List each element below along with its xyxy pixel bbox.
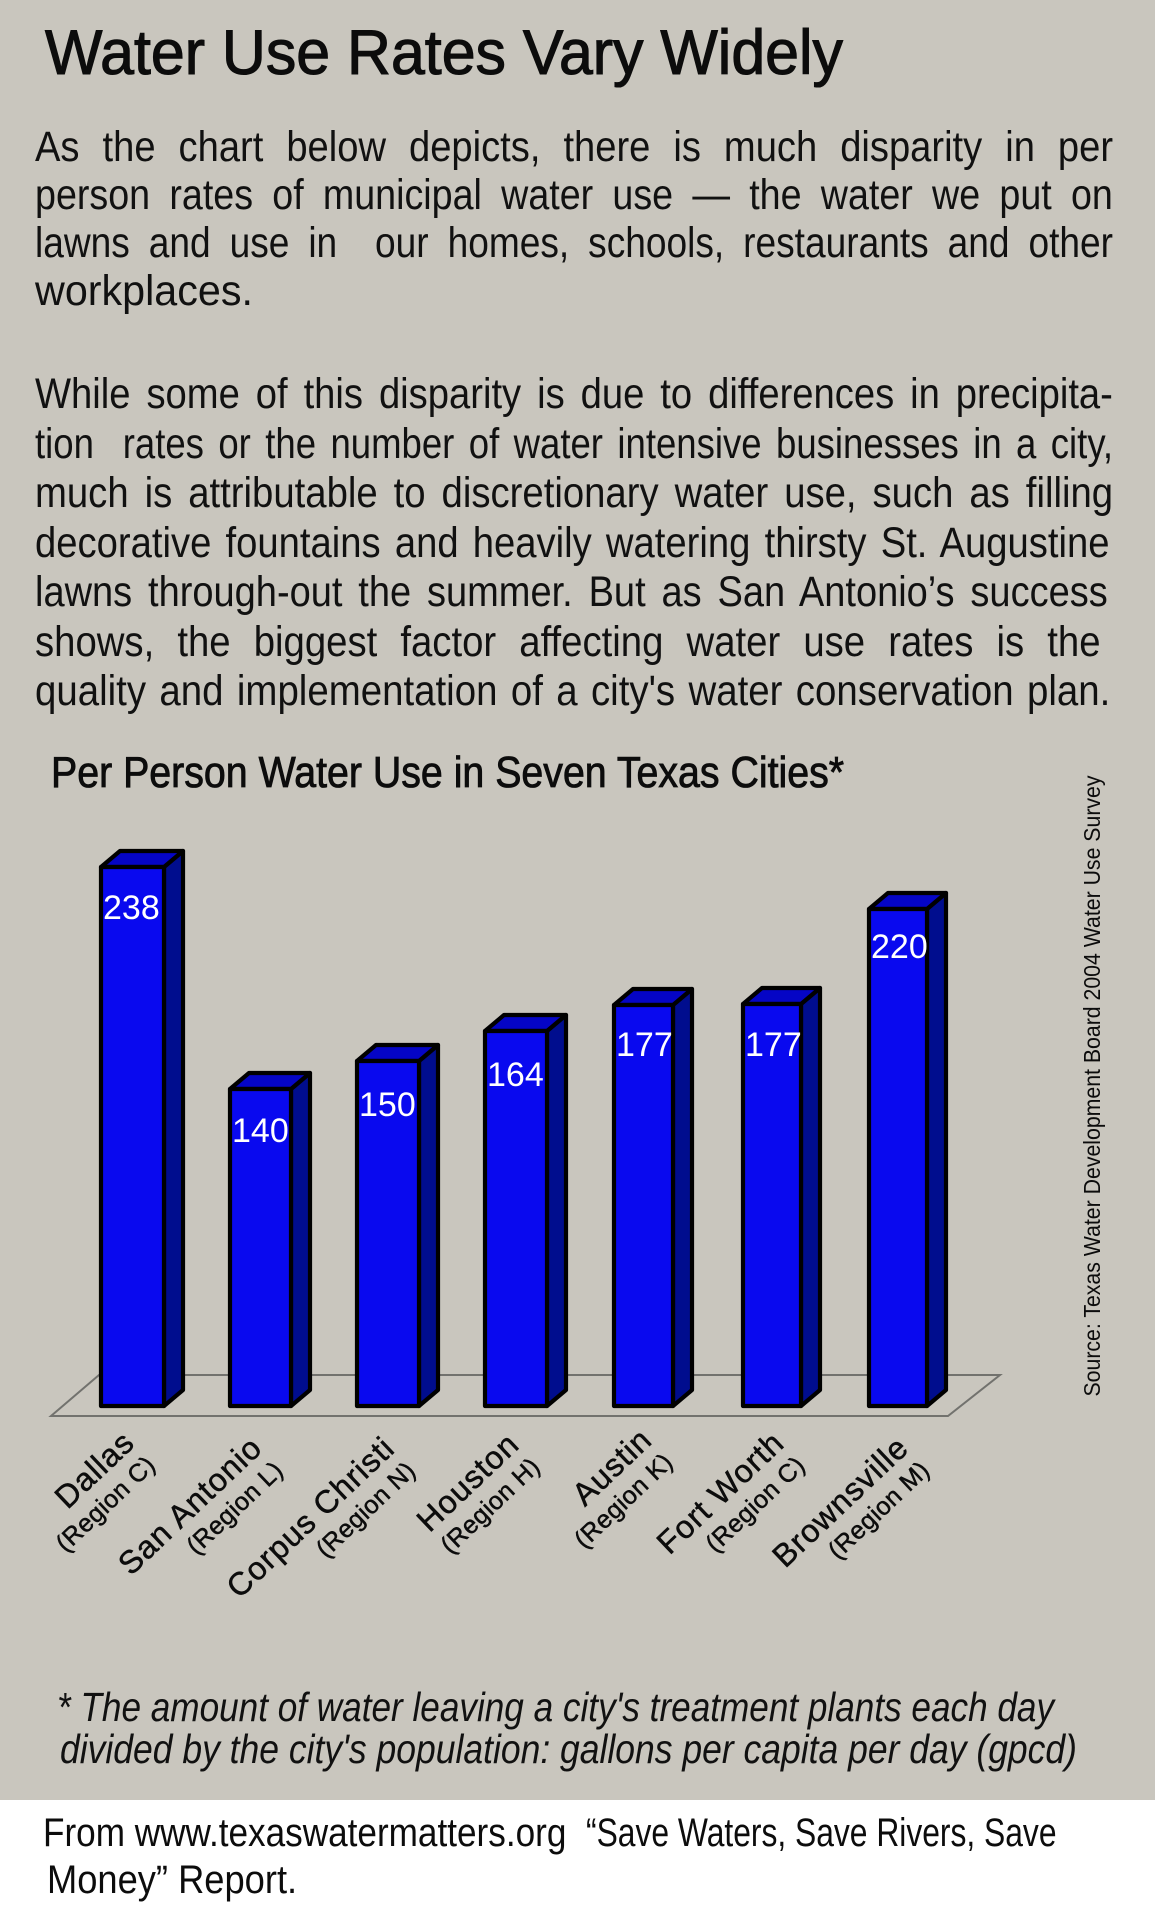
svg-text:Source: Texas Water Developmen: Source: Texas Water Development Board 20…: [1079, 775, 1105, 1396]
svg-text:177: 177: [745, 1026, 802, 1064]
svg-text:177: 177: [616, 1026, 673, 1064]
svg-text:220: 220: [871, 928, 928, 966]
svg-text:140: 140: [232, 1112, 289, 1150]
svg-text:150: 150: [359, 1086, 416, 1124]
svg-text:164: 164: [487, 1056, 544, 1094]
svg-text:238: 238: [103, 889, 160, 927]
